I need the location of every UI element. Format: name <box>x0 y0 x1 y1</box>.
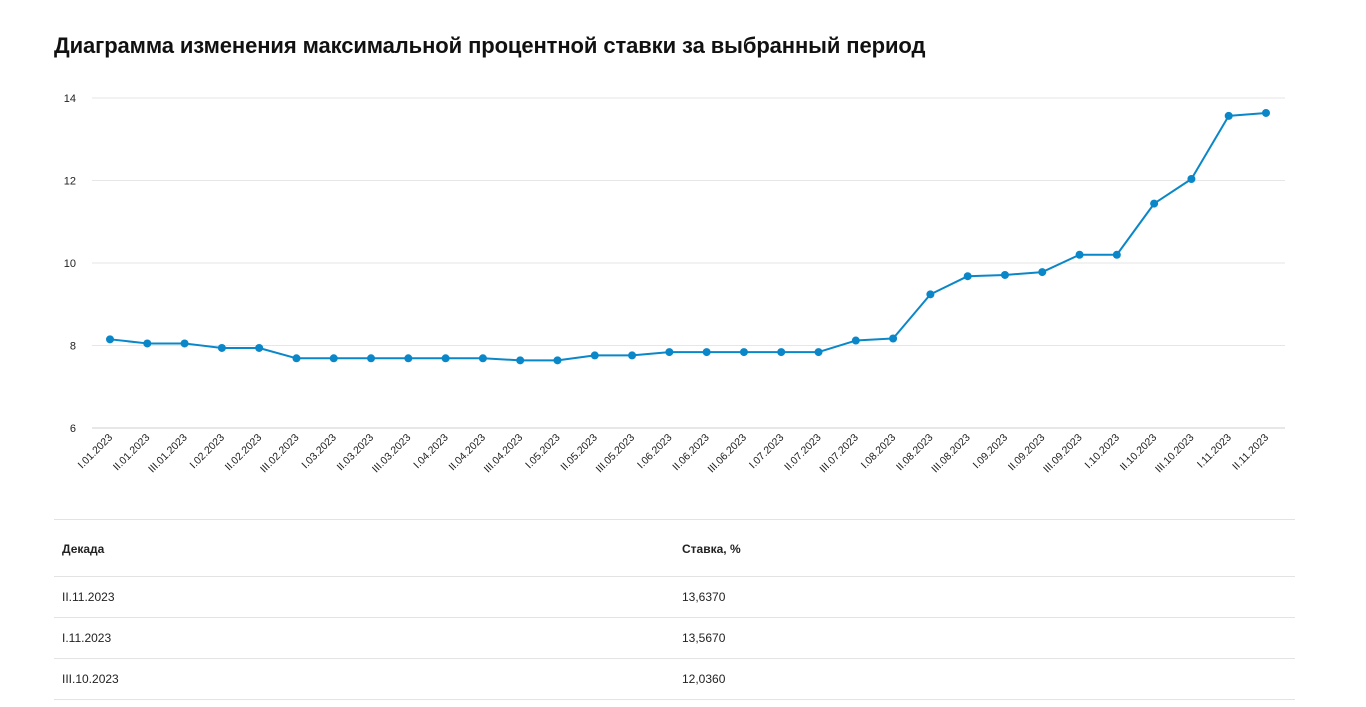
x-tick-label: III.02.2023 <box>258 432 302 476</box>
data-point <box>1112 250 1121 259</box>
rate-table: Декада Ставка, % II.11.2023 13,6370 I.11… <box>54 519 1295 700</box>
data-point <box>1224 111 1233 120</box>
data-point <box>329 354 338 363</box>
data-point <box>665 348 674 357</box>
y-tick-label: 8 <box>70 341 76 353</box>
table-row: III.10.2023 12,0360 <box>54 659 1295 700</box>
data-point <box>926 290 935 299</box>
x-tick-label: I.08.2023 <box>859 432 899 472</box>
x-tick-label: III.08.2023 <box>929 432 973 476</box>
data-point <box>478 354 487 363</box>
rate-cell: 13,5670 <box>682 631 726 645</box>
x-tick-label: I.06.2023 <box>635 432 675 472</box>
data-point <box>106 335 114 344</box>
x-tick-label: I.10.2023 <box>1083 432 1123 472</box>
y-tick-label: 10 <box>64 258 76 270</box>
x-tick-label: I.02.2023 <box>188 432 228 472</box>
rate-line-chart: 68101214I.01.2023II.01.2023III.01.2023I.… <box>64 93 1285 476</box>
data-point <box>1000 270 1009 279</box>
y-tick-label: 6 <box>70 423 76 435</box>
x-tick-label: II.11.2023 <box>1230 432 1271 473</box>
x-tick-label: III.07.2023 <box>817 432 861 476</box>
x-tick-label: I.04.2023 <box>411 432 451 472</box>
y-tick-label: 12 <box>64 176 76 188</box>
x-tick-label: I.03.2023 <box>299 432 339 472</box>
y-tick-label: 14 <box>64 93 76 105</box>
header-rate: Ставка, % <box>682 542 741 556</box>
data-point <box>963 272 972 281</box>
page-title: Диаграмма изменения максимальной процент… <box>54 33 926 58</box>
table-row: II.11.2023 13,6370 <box>54 577 1295 618</box>
x-tick-label: III.04.2023 <box>482 432 526 476</box>
data-point <box>404 354 413 363</box>
series-line <box>109 111 1267 362</box>
x-tick-label: I.07.2023 <box>747 432 787 472</box>
x-tick-label: III.05.2023 <box>594 432 638 476</box>
data-point <box>553 356 562 365</box>
data-point <box>739 348 748 357</box>
x-tick-label: III.10.2023 <box>1153 432 1197 476</box>
table-header-row: Декада Ставка, % <box>54 520 1295 577</box>
data-point <box>702 348 711 357</box>
decade-cell: II.11.2023 <box>62 590 115 604</box>
x-tick-label: III.09.2023 <box>1041 432 1085 476</box>
data-point <box>292 354 301 363</box>
x-tick-label: III.03.2023 <box>370 432 414 476</box>
data-point <box>516 356 525 365</box>
x-tick-label: I.11.2023 <box>1195 432 1234 471</box>
data-point <box>1187 175 1196 184</box>
data-point <box>1075 250 1084 259</box>
rate-cell: 13,6370 <box>682 590 726 604</box>
data-point <box>777 348 786 357</box>
data-point <box>180 339 189 348</box>
data-point <box>590 351 599 360</box>
x-tick-label: III.06.2023 <box>705 432 749 476</box>
x-tick-label: III.01.2023 <box>146 432 190 476</box>
data-point <box>1262 108 1270 117</box>
data-point <box>367 354 376 363</box>
table-row: I.11.2023 13,5670 <box>54 618 1295 659</box>
x-tick-label: I.01.2023 <box>76 432 116 472</box>
x-tick-label: I.05.2023 <box>523 432 563 472</box>
data-point <box>628 351 637 360</box>
data-point <box>851 336 860 345</box>
data-point <box>217 343 226 352</box>
data-point <box>143 339 152 348</box>
data-point <box>255 343 264 352</box>
decade-cell: III.10.2023 <box>62 672 119 686</box>
data-point <box>889 334 898 343</box>
header-decade: Декада <box>62 542 105 556</box>
rate-cell: 12,0360 <box>682 672 726 686</box>
decade-cell: I.11.2023 <box>62 631 112 645</box>
data-point <box>814 348 823 357</box>
data-point <box>441 354 450 363</box>
x-tick-label: I.09.2023 <box>971 432 1011 472</box>
data-point <box>1150 199 1159 208</box>
data-point <box>1038 268 1047 277</box>
